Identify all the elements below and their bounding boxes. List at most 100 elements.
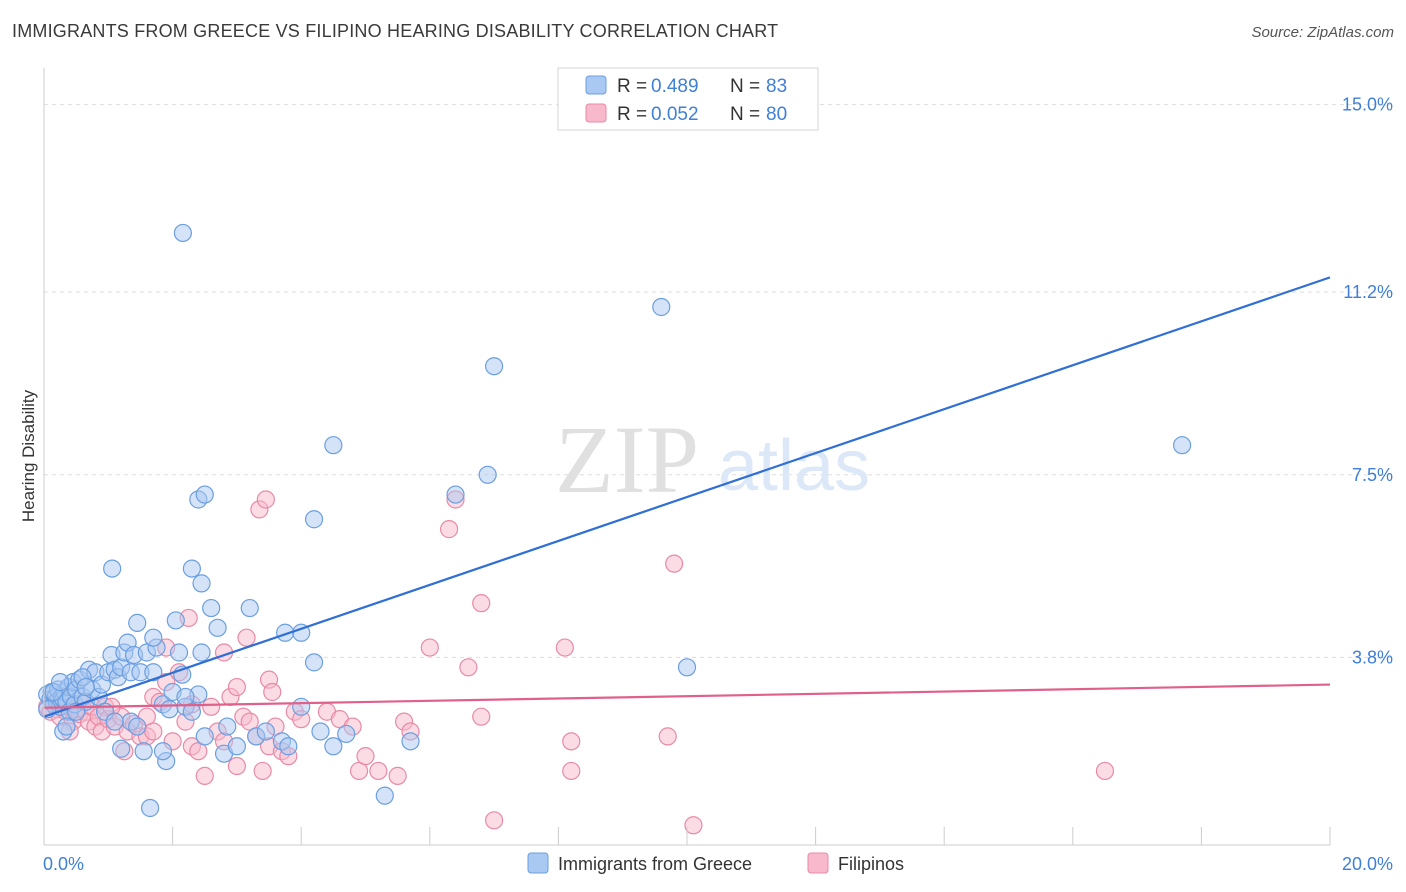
greece-point xyxy=(128,717,147,736)
x-tick-label-max: 20.0% xyxy=(1342,854,1393,874)
greece-point xyxy=(140,798,160,818)
greece-point xyxy=(160,700,179,719)
greece-point xyxy=(324,737,343,756)
filipino-point xyxy=(256,490,275,509)
greece-point xyxy=(144,663,163,682)
filipino-point xyxy=(195,766,214,785)
watermark-zip: ZIP xyxy=(555,406,699,513)
filipino-point xyxy=(420,638,439,657)
stats-legend: R = 0.489 N = 83 R = 0.052 N = 80 xyxy=(557,67,819,131)
greece-point xyxy=(50,673,70,692)
greece-point xyxy=(279,737,298,756)
y-axis-label: Hearing Disability xyxy=(19,389,38,522)
filipino-point xyxy=(459,658,478,677)
greece-point xyxy=(166,611,185,630)
filipino-point xyxy=(1095,761,1115,781)
greece-point xyxy=(677,658,697,677)
legend-r-label-greece: R = xyxy=(617,76,647,97)
greece-point xyxy=(276,623,295,642)
greece-point xyxy=(337,724,356,744)
greece-point xyxy=(256,722,275,741)
greece-point xyxy=(375,786,394,805)
watermark-atlas: atlas xyxy=(718,426,870,506)
x-tick-label-min: 0.0% xyxy=(43,854,84,874)
greece-point xyxy=(292,697,311,716)
filipino-point xyxy=(369,761,388,781)
filipino-point xyxy=(356,747,375,766)
greece-point xyxy=(208,618,227,637)
greece-point xyxy=(103,559,122,578)
series-legend-label-greece: Immigrants from Greece xyxy=(558,854,752,874)
source-label: Source: ZipAtlas.com xyxy=(1251,24,1394,41)
greece-point xyxy=(652,297,671,317)
filipino-point xyxy=(472,594,491,613)
greece-point xyxy=(57,717,76,736)
filipino-point xyxy=(227,756,246,776)
greece-point xyxy=(173,223,192,243)
greece-point xyxy=(202,598,221,618)
y-tick-label: 3.8% xyxy=(1352,647,1393,667)
filipino-point xyxy=(439,520,459,539)
filipino-point xyxy=(253,761,272,781)
grid: 3.8% 7.5% 11.2% 15.0% xyxy=(44,95,1393,667)
chart-title: IMMIGRANTS FROM GREECE VS FILIPINO HEARI… xyxy=(12,21,779,41)
greece-point xyxy=(182,559,201,578)
greece-point xyxy=(324,436,343,455)
legend-swatch-filipino xyxy=(585,103,607,123)
filipino-point xyxy=(263,682,282,702)
greece-point xyxy=(446,485,465,504)
greece-point xyxy=(192,643,211,662)
greece-point xyxy=(240,598,259,618)
y-tick-label: 11.2% xyxy=(1343,282,1393,302)
axes xyxy=(43,68,1331,846)
greece-point xyxy=(478,465,497,484)
filipino-point xyxy=(388,766,407,785)
greece-point xyxy=(134,742,153,761)
greece-point xyxy=(176,687,195,707)
greece-point xyxy=(227,737,246,756)
series-legend-swatch-greece xyxy=(527,852,549,874)
series-legend-swatch-filipino xyxy=(807,852,829,874)
filipino-point xyxy=(485,811,504,830)
greece-point xyxy=(76,677,95,697)
filipino-point xyxy=(684,816,703,835)
filipino-trend-line xyxy=(43,683,1331,709)
trend-lines xyxy=(43,276,1331,718)
greece-point xyxy=(195,727,214,746)
series-legend: Immigrants from Greece Filipinos xyxy=(527,852,904,874)
greece-point xyxy=(1173,436,1192,455)
filipino-point xyxy=(472,707,491,726)
legend-swatch-greece xyxy=(585,75,607,95)
filipino-point xyxy=(237,628,256,647)
greece-point xyxy=(112,739,131,758)
legend-r-value-greece: 0.489 xyxy=(651,76,699,97)
greece-trend-line xyxy=(43,276,1331,718)
filipino-point xyxy=(555,638,574,657)
greece-point xyxy=(401,732,420,751)
legend-r-label-filipino: R = xyxy=(617,104,647,125)
greece-point xyxy=(218,717,237,736)
legend-r-value-filipino: 0.052 xyxy=(651,104,699,125)
y-tick-label: 7.5% xyxy=(1352,465,1393,485)
filipino-point xyxy=(658,727,677,746)
legend-n-value-filipino: 80 xyxy=(766,104,787,125)
greece-point xyxy=(169,643,189,662)
greece-point xyxy=(153,742,173,761)
filipino-point xyxy=(562,761,581,781)
series-legend-label-filipino: Filipinos xyxy=(838,854,904,874)
greece-point xyxy=(311,722,330,741)
data-points xyxy=(38,223,1192,835)
greece-point xyxy=(485,357,504,376)
greece-point xyxy=(144,628,163,647)
filipino-point xyxy=(665,554,684,573)
greece-point xyxy=(192,574,211,593)
filipino-point xyxy=(562,732,581,751)
filipino-point xyxy=(227,677,246,697)
y-tick-label: 15.0% xyxy=(1342,95,1393,115)
greece-point xyxy=(304,653,324,672)
legend-n-label-filipino: N = xyxy=(730,104,760,125)
filipino-point xyxy=(144,722,163,741)
greece-point xyxy=(128,613,147,632)
greece-point xyxy=(195,485,214,504)
